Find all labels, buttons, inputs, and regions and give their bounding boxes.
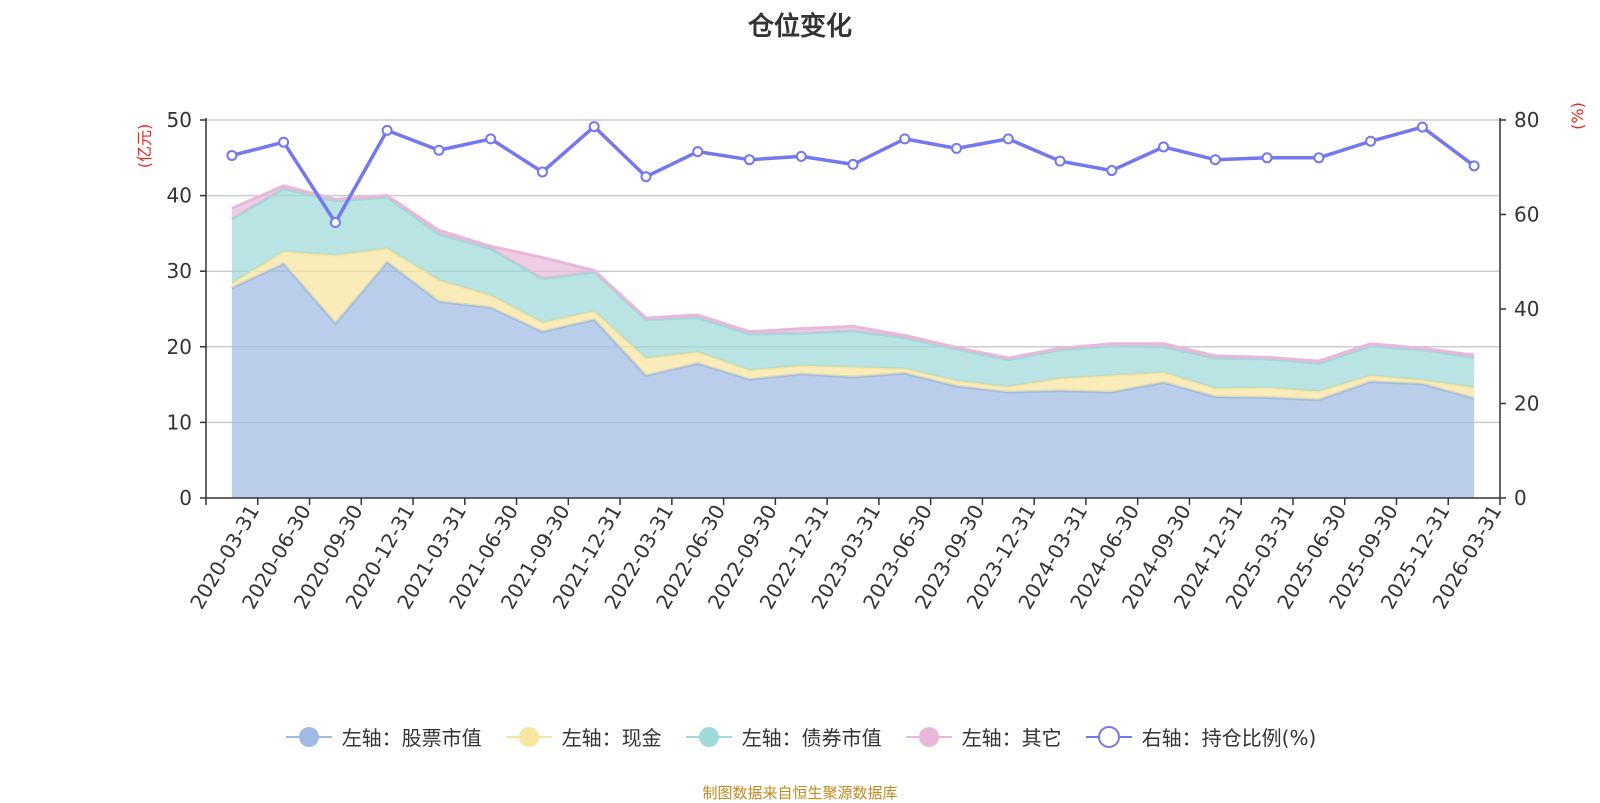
legend-marker-bond	[685, 726, 732, 747]
right-tick-label: 80	[1514, 108, 1539, 132]
ratio-point	[899, 133, 911, 145]
legend-item-cash[interactable]: 左轴：现金	[504, 722, 662, 751]
ratio-point	[1158, 141, 1170, 153]
legend-label: 左轴：现金	[561, 726, 662, 750]
legend: 左轴：股票市值 左轴：现金 左轴：债券市值 左轴：其它 右轴：持仓比例(%)	[0, 722, 1600, 751]
left-tick-label: 40	[167, 184, 192, 208]
ratio-point	[743, 154, 755, 166]
legend-label: 左轴：股票市值	[341, 726, 482, 750]
legend-marker-stock	[285, 726, 332, 747]
chart-title: 仓位变化	[747, 12, 852, 42]
legend-label: 左轴：其它	[961, 726, 1062, 750]
right-axis-unit: (%)	[1568, 102, 1587, 130]
right-tick-label: 0	[1514, 486, 1527, 510]
ratio-point	[847, 158, 859, 170]
right-tick-label: 60	[1514, 203, 1539, 227]
data-source-note: 制图数据来自恒生聚源数据库	[702, 784, 898, 802]
ratio-point	[640, 171, 652, 183]
stacked-areas	[231, 184, 1475, 498]
ratio-point	[1106, 165, 1118, 177]
left-tick-label: 20	[167, 335, 192, 359]
legend-label: 左轴：债券市值	[741, 726, 882, 750]
left-tick-label: 50	[167, 108, 192, 132]
ratio-point	[226, 149, 238, 161]
ratio-point	[278, 136, 290, 148]
ratio-point	[1054, 155, 1066, 167]
legend-marker-ratio	[1085, 725, 1132, 748]
ratio-point	[795, 150, 807, 162]
ratio-point	[1416, 121, 1428, 133]
ratio-point	[433, 144, 445, 156]
left-tick-label: 30	[167, 259, 192, 283]
area-bond	[231, 188, 1475, 392]
legend-label: 右轴：持仓比例(%)	[1141, 726, 1317, 750]
ratio-point	[692, 146, 704, 158]
ratio-point	[588, 121, 600, 133]
right-tick-label: 40	[1514, 297, 1539, 321]
left-tick-label: 10	[167, 410, 192, 434]
legend-marker-cash	[505, 726, 552, 747]
legend-item-stock[interactable]: 左轴：股票市值	[284, 722, 482, 751]
ratio-point	[485, 133, 497, 145]
ratio-point	[1365, 135, 1377, 147]
left-axis-unit: (亿元)	[135, 124, 154, 169]
ratio-point	[1209, 154, 1221, 166]
left-tick-label: 0	[179, 486, 192, 510]
area-cash	[231, 248, 1475, 400]
legend-item-ratio[interactable]: 右轴：持仓比例(%)	[1084, 722, 1317, 751]
right-tick-label: 20	[1514, 392, 1539, 416]
ratio-point	[381, 124, 393, 136]
ratio-point	[951, 142, 963, 154]
legend-marker-other	[905, 726, 952, 747]
ratio-point	[536, 166, 548, 178]
area-stock	[231, 262, 1475, 498]
ratio-point	[1002, 133, 1014, 145]
ratio-point	[1313, 152, 1325, 164]
ratio-point	[1261, 152, 1273, 164]
ratio-line-path	[231, 124, 1476, 225]
ratio-point	[1468, 160, 1480, 172]
legend-item-other[interactable]: 左轴：其它	[904, 722, 1062, 751]
ratio-line	[226, 121, 1480, 229]
ratio-point	[329, 217, 341, 229]
area-edge-other	[231, 184, 1475, 363]
legend-item-bond[interactable]: 左轴：债券市值	[684, 722, 882, 751]
